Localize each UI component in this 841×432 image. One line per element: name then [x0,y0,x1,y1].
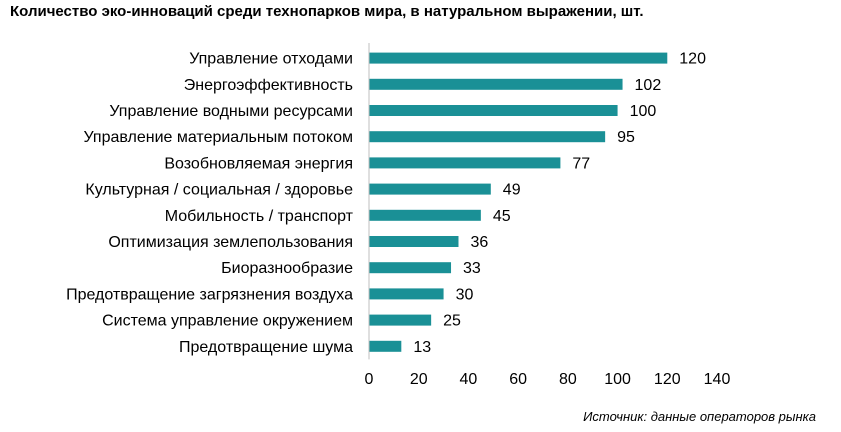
bar [369,131,606,143]
category-label: Оптимизация землепользования [108,234,353,251]
bar [369,236,459,247]
bar [369,183,491,195]
category-label: Предотвращение шума [179,339,353,356]
bar [369,314,432,326]
x-tick-label: 0 [365,371,374,388]
x-tick-label: 120 [654,371,681,388]
value-label: 36 [470,234,488,251]
category-label: Биоразнообразие [221,260,353,277]
bar [369,262,452,274]
x-tick-label: 60 [509,371,527,388]
x-tick-label: 140 [704,371,731,388]
bar [369,78,623,90]
category-label: Мобильность / транспорт [165,208,354,225]
x-tick-label: 20 [410,371,428,388]
category-label: Энергоэффективность [184,77,353,94]
bar [369,105,618,116]
category-label: Культурная / социальная / здоровье [85,182,353,199]
bar [369,52,668,64]
value-label: 102 [635,77,662,94]
category-label: Управление отходами [189,51,353,68]
value-label: 120 [679,51,706,68]
chart-title: Количество эко-инноваций среди технопарк… [10,3,644,20]
value-label: 77 [572,155,590,172]
value-label: 45 [493,208,511,225]
category-label: Управление материальным потоком [83,129,353,146]
value-label: 25 [443,313,461,330]
category-label: Возобновляемая энергия [164,155,353,172]
bar [369,288,444,300]
bar [369,209,481,221]
category-label: Система управление окружением [102,313,353,330]
x-tick-label: 80 [559,371,577,388]
x-tick-label: 100 [604,371,631,388]
bar [369,340,402,352]
x-tick-label: 40 [460,371,478,388]
bar [369,157,561,169]
value-label: 30 [456,286,474,303]
value-label: 100 [630,103,657,120]
source-note: Источник: данные операторов рынка [583,409,816,424]
category-label: Предотвращение загрязнения воздуха [66,286,353,303]
value-label: 33 [463,260,481,277]
value-label: 95 [617,129,635,146]
category-label: Управление водными ресурсами [109,103,353,120]
value-label: 49 [503,182,521,199]
value-label: 13 [413,339,431,356]
